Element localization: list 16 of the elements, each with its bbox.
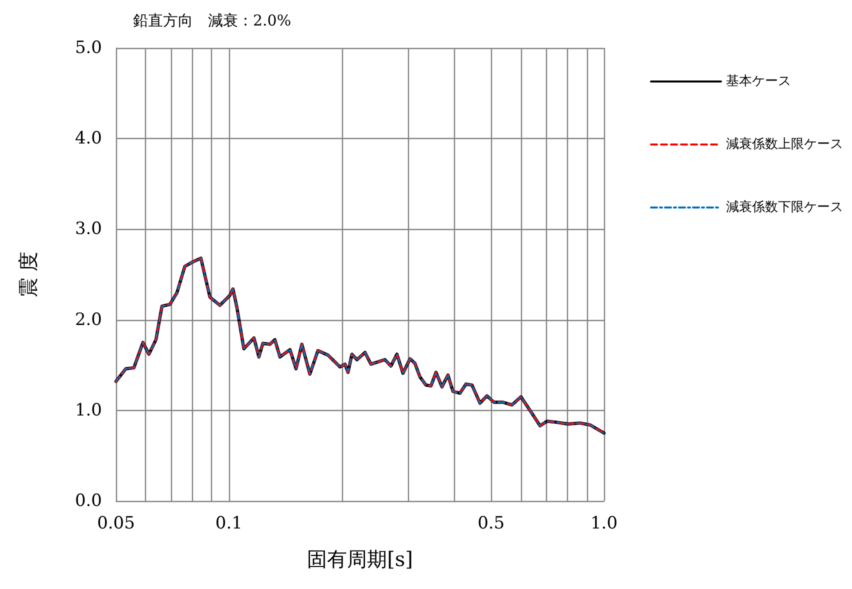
y-tick-label: 0.0 (74, 491, 102, 511)
x-tick-label: 0.05 (97, 514, 135, 534)
x-axis-title: 固有周期[s] (307, 547, 413, 571)
y-tick-label: 3.0 (74, 219, 102, 240)
chart-title: 鉛直方向 減衰：2.0% (133, 12, 292, 30)
y-tick-label: 5.0 (74, 38, 102, 58)
y-tick-label: 4.0 (74, 128, 102, 149)
x-tick-label: 0.5 (478, 514, 505, 534)
text: 減衰係数下限ケース (726, 199, 843, 215)
text: 基本ケース (726, 74, 791, 89)
text: 減衰係数上限ケース (726, 136, 843, 152)
y-tick-label: 2.0 (74, 310, 102, 330)
y-tick-label: 1.0 (74, 400, 102, 420)
y-axis-title: 震 度 (16, 251, 40, 298)
x-tick-label: 1.0 (590, 514, 618, 534)
x-tick-label: 0.1 (215, 514, 242, 534)
